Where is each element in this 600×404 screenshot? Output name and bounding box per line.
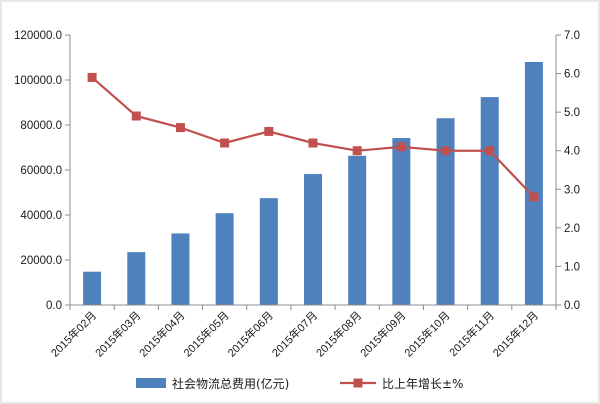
bar-series (83, 62, 543, 305)
bar (83, 271, 102, 305)
bar (127, 252, 146, 305)
left-tick-label: 120000.0 (14, 30, 62, 42)
left-tick-label: 0.0 (46, 300, 62, 312)
legend-swatch-marker (353, 378, 363, 388)
bar (348, 155, 367, 305)
right-tick-label: 6.0 (564, 69, 580, 81)
legend-label-line: 比上年增长±% (382, 377, 463, 391)
bar (392, 138, 411, 305)
line-point (308, 138, 318, 148)
left-tick-label: 80000.0 (20, 120, 62, 132)
bar (215, 213, 234, 305)
left-tick-label: 60000.0 (20, 165, 62, 177)
left-tick-label: 40000.0 (20, 210, 62, 222)
right-tick-label: 4.0 (564, 146, 580, 158)
line-point (352, 146, 362, 156)
right-axis: 0.0 1.0 2.0 3.0 4.0 5.0 6.0 7.0 (555, 30, 580, 312)
legend: 社会物流总费用(亿元) 比上年增长±% (136, 376, 463, 391)
right-tick-label: 5.0 (564, 107, 580, 119)
left-tick-label: 100000.0 (14, 75, 62, 87)
legend-swatch-bar (136, 378, 166, 388)
line-point (175, 123, 185, 133)
line-point (485, 146, 495, 156)
legend-label-bar: 社会物流总费用(亿元) (172, 376, 289, 391)
right-tick-label: 0.0 (564, 300, 580, 312)
left-tick-label: 20000.0 (20, 255, 62, 267)
line-point (529, 192, 539, 202)
bar (436, 118, 455, 305)
bar (304, 174, 322, 305)
right-tick-label: 2.0 (564, 223, 580, 235)
bar (171, 233, 190, 305)
bar (524, 62, 543, 305)
line-series (87, 72, 539, 202)
line-point (220, 138, 230, 148)
left-axis: 0.0 20000.0 40000.0 60000.0 80000.0 100000.0 1… (14, 30, 71, 312)
bar (480, 97, 499, 305)
line-point (441, 146, 451, 156)
right-tick-label: 3.0 (564, 184, 580, 196)
line-point (87, 72, 97, 82)
line-point (131, 111, 141, 121)
line-point (264, 126, 274, 136)
right-tick-label: 1.0 (564, 261, 580, 273)
line-point (396, 142, 406, 152)
right-tick-label: 7.0 (564, 30, 580, 42)
bar (259, 198, 278, 305)
